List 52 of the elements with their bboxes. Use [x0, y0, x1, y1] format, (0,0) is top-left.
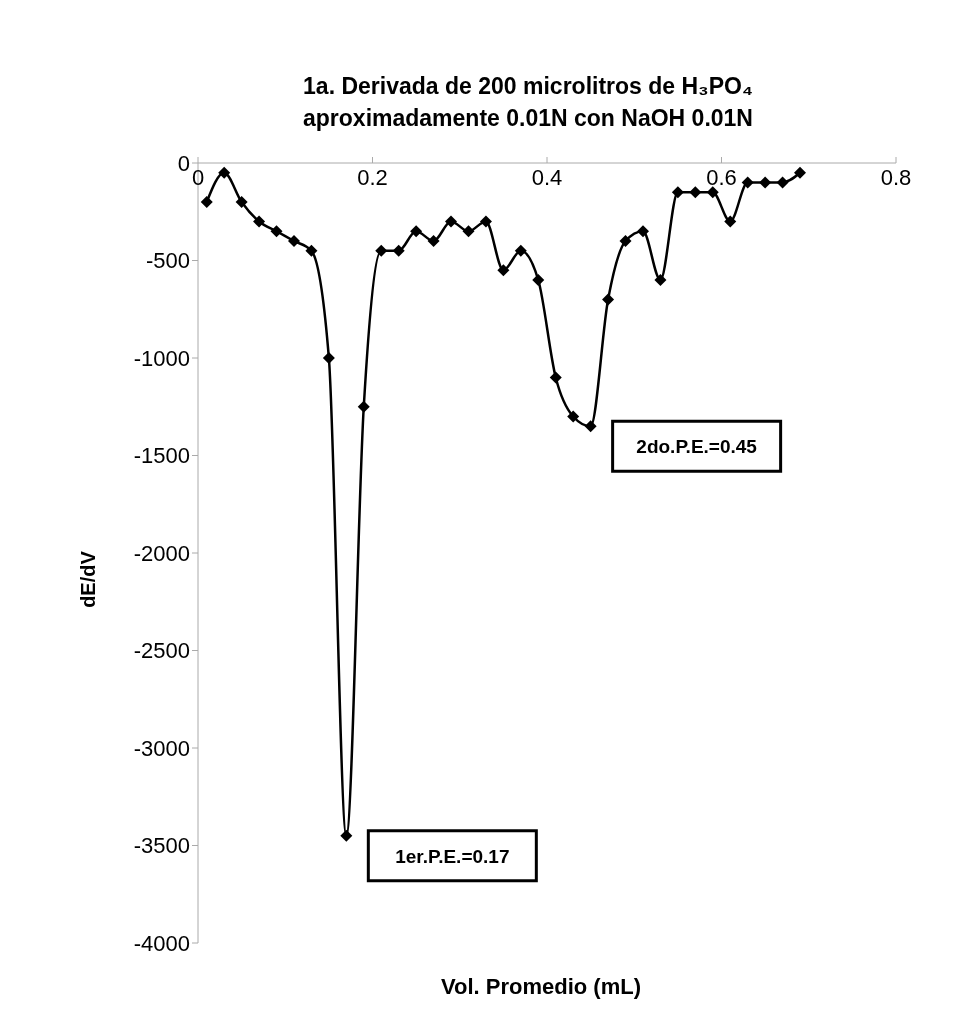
- x-tick-label: 0.4: [531, 165, 563, 190]
- point: [549, 371, 562, 384]
- point: [322, 352, 335, 364]
- point: [776, 176, 789, 189]
- point: [375, 244, 388, 257]
- point: [532, 274, 545, 286]
- point: [462, 225, 475, 238]
- y-tick-label: -500: [145, 248, 190, 274]
- point: [427, 235, 440, 247]
- point: [706, 186, 719, 199]
- point: [200, 196, 213, 208]
- chart-title: 1a. Derivada de 200 microlitros de H₃PO₄ aproximadamente 0.01N con NaOH 0.01N: [302, 72, 754, 133]
- y-tick-label: -1000: [133, 345, 190, 371]
- y-tick-label: -2000: [133, 540, 190, 566]
- point: [235, 196, 248, 208]
- y-axis-title: dE/dV: [76, 550, 100, 610]
- point: [392, 244, 405, 257]
- point: [410, 225, 423, 238]
- y-tick-label: -1500: [133, 443, 190, 469]
- y-tick-label: -3000: [133, 735, 190, 761]
- point: [584, 420, 597, 433]
- point: [671, 186, 684, 199]
- annotation: 1er.P.E.=0.17: [395, 845, 510, 867]
- point: [567, 410, 580, 423]
- point: [602, 293, 615, 306]
- point: [270, 225, 283, 238]
- x-tick-label: 0.6: [706, 165, 737, 190]
- point: [340, 829, 353, 842]
- point: [724, 215, 737, 228]
- point: [305, 244, 318, 257]
- point: [357, 400, 370, 413]
- point: [759, 176, 772, 189]
- point: [445, 215, 458, 228]
- point: [479, 215, 492, 228]
- y-tick-label: -2500: [133, 638, 190, 664]
- x-tick-label: 0.8: [880, 165, 912, 190]
- point: [619, 235, 632, 247]
- point: [636, 225, 649, 238]
- annotation: 2do.P.E.=0.45: [636, 436, 758, 458]
- point: [794, 166, 807, 179]
- point: [654, 274, 667, 286]
- point: [689, 186, 702, 199]
- point: [218, 166, 231, 179]
- point: [497, 264, 510, 277]
- point: [741, 176, 754, 189]
- y-tick-label: -3500: [133, 833, 190, 859]
- x-tick-label: 0.2: [357, 165, 388, 190]
- point: [287, 235, 300, 247]
- point: [514, 244, 527, 257]
- y-tick-label: -4000: [133, 930, 190, 956]
- point: [253, 215, 266, 228]
- x-axis-title: Vol. Promedio (mL): [439, 974, 642, 1000]
